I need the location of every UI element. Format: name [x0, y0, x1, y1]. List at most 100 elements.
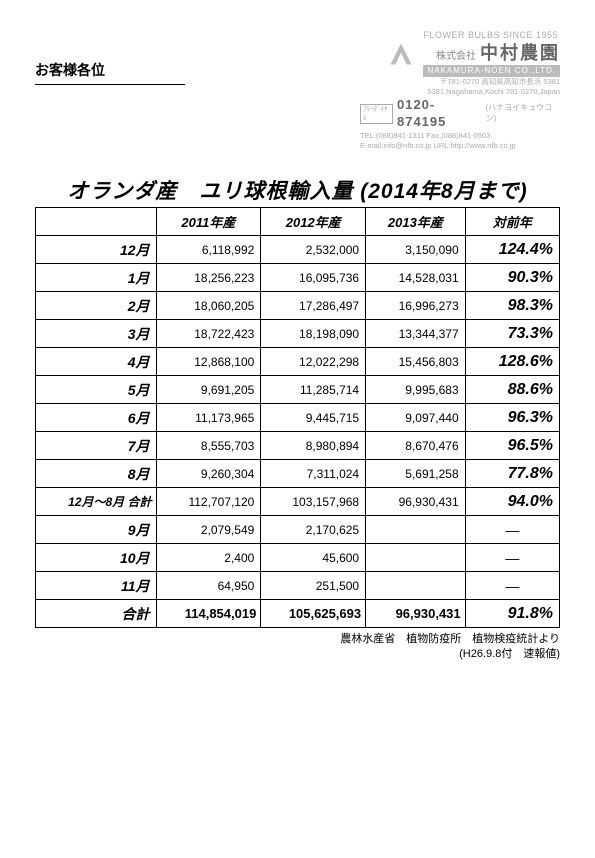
cell-value: 17,286,497 — [261, 292, 366, 320]
source-line1: 農林水産省 植物防疫所 植物検疫統計より — [35, 632, 560, 646]
cell-pct: 73.3% — [465, 320, 559, 348]
cell-value: 2,170,625 — [261, 516, 366, 544]
import-table: 2011年産 2012年産 2013年産 対前年 12月6,118,9922,5… — [35, 207, 560, 628]
cell-pct: 96.3% — [465, 404, 559, 432]
row-label: 8月 — [36, 460, 157, 488]
cell-value: 16,996,273 — [366, 292, 466, 320]
cell-value: 8,980,894 — [261, 432, 366, 460]
col-2012: 2012年産 — [261, 208, 366, 236]
cell-value: 9,445,715 — [261, 404, 366, 432]
table-row: 11月64,950251,500 — — [36, 572, 560, 600]
cell-pct: 91.8% — [465, 600, 559, 628]
table-row: 6月11,173,9659,445,7159,097,44096.3% — [36, 404, 560, 432]
row-label: 12月 — [36, 236, 157, 264]
cell-value: 2,532,000 — [261, 236, 366, 264]
table-row: 2月18,060,20517,286,49716,996,27398.3% — [36, 292, 560, 320]
row-label: 9月 — [36, 516, 157, 544]
col-yoy: 対前年 — [465, 208, 559, 236]
cell-pct: 88.6% — [465, 376, 559, 404]
source-note: 農林水産省 植物防疫所 植物検疫統計より (H26.9.8付 速報値) — [35, 632, 560, 661]
row-label: 1月 — [36, 264, 157, 292]
cell-value: 96,930,431 — [366, 488, 466, 516]
col-2011: 2011年産 — [156, 208, 261, 236]
cell-pct: 98.3% — [465, 292, 559, 320]
cell-value: 15,456,803 — [366, 348, 466, 376]
cell-value: 6,118,992 — [156, 236, 261, 264]
cell-value: 3,150,090 — [366, 236, 466, 264]
row-label: 6月 — [36, 404, 157, 432]
cell-value: 13,344,377 — [366, 320, 466, 348]
cell-value: 9,097,440 — [366, 404, 466, 432]
cell-value: 8,670,476 — [366, 432, 466, 460]
cell-pct: — — [465, 544, 559, 572]
col-2013: 2013年産 — [366, 208, 466, 236]
table-row: 合計114,854,019105,625,69396,930,43191.8% — [36, 600, 560, 628]
table-row: 5月9,691,20511,285,7149,995,68388.6% — [36, 376, 560, 404]
cell-value: 64,950 — [156, 572, 261, 600]
cell-value: 9,691,205 — [156, 376, 261, 404]
cell-value: 112,707,120 — [156, 488, 261, 516]
row-label: 3月 — [36, 320, 157, 348]
table-header-row: 2011年産 2012年産 2013年産 対前年 — [36, 208, 560, 236]
cell-pct: 124.4% — [465, 236, 559, 264]
table-row: 10月2,40045,600 — — [36, 544, 560, 572]
row-label: 合計 — [36, 600, 157, 628]
row-label: 11月 — [36, 572, 157, 600]
row-label: 12月～8月 合計 — [36, 488, 157, 516]
company-name: 中村農園 — [480, 42, 560, 65]
col-blank — [36, 208, 157, 236]
table-row: 12月～8月 合計112,707,120103,157,96896,930,43… — [36, 488, 560, 516]
row-label: 4月 — [36, 348, 157, 376]
row-label: 2月 — [36, 292, 157, 320]
cell-pct: 77.8% — [465, 460, 559, 488]
cell-value: 9,260,304 — [156, 460, 261, 488]
cell-value: 45,600 — [261, 544, 366, 572]
table-row: 4月12,868,10012,022,29815,456,803128.6% — [36, 348, 560, 376]
table-row: 7月8,555,7038,980,8948,670,47696.5% — [36, 432, 560, 460]
cell-pct: 90.3% — [465, 264, 559, 292]
cell-pct: 96.5% — [465, 432, 559, 460]
table-row: 3月18,722,42318,198,09013,344,37773.3% — [36, 320, 560, 348]
company-addr2: 5381,Nagahama,Kochi 781-0270,Japan — [300, 87, 560, 97]
cell-value: 251,500 — [261, 572, 366, 600]
cell-value — [366, 516, 466, 544]
company-logo-icon — [387, 40, 415, 68]
page-title: オランダ産 ユリ球根輸入量 (2014年8月まで) — [35, 175, 560, 205]
cell-value: 7,311,024 — [261, 460, 366, 488]
header: お客様各位 FLOWER BULBS SINCE 1955 株式会社 中村農園 … — [35, 30, 560, 150]
cell-value — [366, 544, 466, 572]
cell-pct: — — [465, 516, 559, 544]
freedial-label: ﾌﾘｰﾀﾞｲﾔﾙ — [360, 104, 393, 124]
company-block: FLOWER BULBS SINCE 1955 株式会社 中村農園 NAKAMU… — [300, 30, 560, 150]
cell-value: 12,022,298 — [261, 348, 366, 376]
cell-value: 9,995,683 — [366, 376, 466, 404]
cell-value: 18,060,205 — [156, 292, 261, 320]
table-row: 1月18,256,22316,095,73614,528,03190.3% — [36, 264, 560, 292]
row-label: 5月 — [36, 376, 157, 404]
cell-value: 18,198,090 — [261, 320, 366, 348]
cell-value: 5,691,258 — [366, 460, 466, 488]
cell-value: 8,555,703 — [156, 432, 261, 460]
cell-value: 16,095,736 — [261, 264, 366, 292]
company-tagline: FLOWER BULBS SINCE 1955 — [423, 30, 560, 42]
cell-value: 18,256,223 — [156, 264, 261, 292]
table-row: 8月9,260,3047,311,0245,691,25877.8% — [36, 460, 560, 488]
row-label: 7月 — [36, 432, 157, 460]
cell-pct: — — [465, 572, 559, 600]
cell-value: 18,722,423 — [156, 320, 261, 348]
cell-value — [366, 572, 466, 600]
cell-value: 12,868,100 — [156, 348, 261, 376]
company-mail-url: E-mail:info@nfb.co.jp URL:http://www.nfb… — [360, 141, 560, 151]
table-row: 9月2,079,5492,170,625 — — [36, 516, 560, 544]
cell-value: 11,285,714 — [261, 376, 366, 404]
cell-value: 11,173,965 — [156, 404, 261, 432]
phone-kana: (ハナヨイキュウコン) — [485, 103, 560, 124]
cell-pct: 94.0% — [465, 488, 559, 516]
cell-value: 2,079,549 — [156, 516, 261, 544]
company-name-en: NAKAMURA-NOEN CO.,LTD. — [423, 65, 560, 77]
row-label: 10月 — [36, 544, 157, 572]
cell-value: 105,625,693 — [261, 600, 366, 628]
table-row: 12月6,118,9922,532,0003,150,090124.4% — [36, 236, 560, 264]
cell-value: 2,400 — [156, 544, 261, 572]
cell-value: 96,930,431 — [366, 600, 466, 628]
